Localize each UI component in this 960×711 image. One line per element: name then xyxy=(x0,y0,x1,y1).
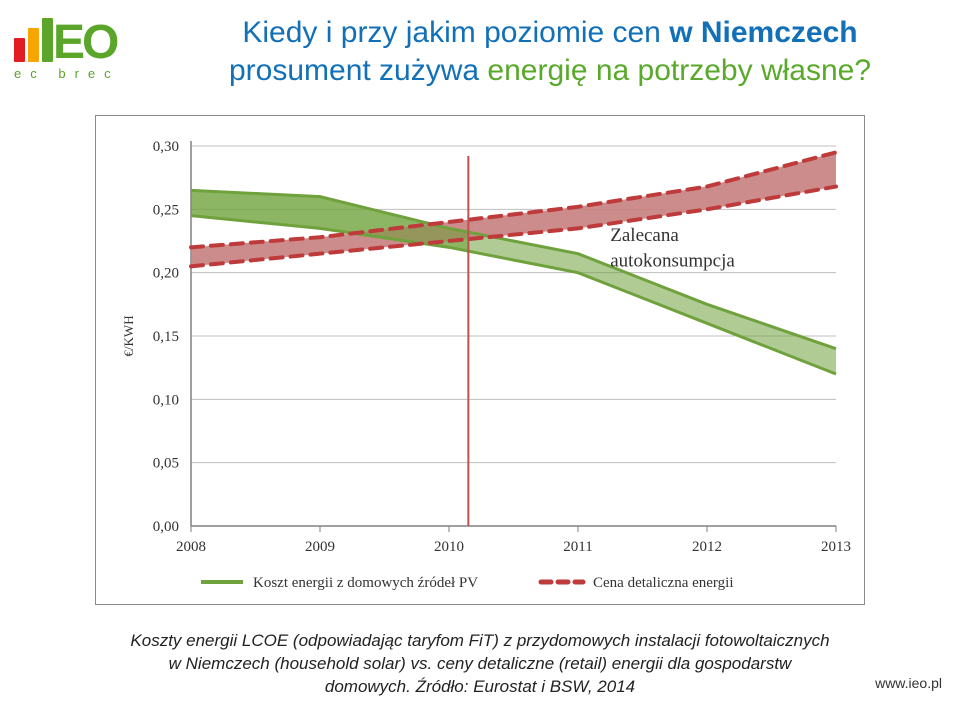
svg-text:€/KWH: €/KWH xyxy=(121,315,136,356)
chart-svg: 0,00 0,05 0,10 0,15 0,20 0,25 0,30 €/KWH 2008 200… xyxy=(96,116,866,606)
logo-top: EO xyxy=(14,18,120,62)
svg-text:Koszt energii z domowych źróde: Koszt energii z domowych źródeł PV xyxy=(253,575,478,591)
svg-text:0,00: 0,00 xyxy=(153,519,179,535)
title-l1b: w Niemczech xyxy=(669,16,857,49)
footer-line2: w Niemczech (household solar) vs. ceny d… xyxy=(40,653,920,676)
svg-text:2010: 2010 xyxy=(434,539,464,555)
svg-text:Cena detaliczna energii: Cena detaliczna energii xyxy=(593,575,734,591)
svg-text:2009: 2009 xyxy=(305,539,335,555)
svg-text:2011: 2011 xyxy=(563,539,592,555)
svg-text:2013: 2013 xyxy=(821,539,851,555)
svg-text:0,15: 0,15 xyxy=(153,329,179,345)
svg-text:0,30: 0,30 xyxy=(153,139,179,155)
chart-frame: 0,00 0,05 0,10 0,15 0,20 0,25 0,30 €/KWH 2008 200… xyxy=(95,115,865,605)
footer-caption: Koszty energii LCOE (odpowiadając taryfo… xyxy=(40,630,920,699)
title-l2b: energię na potrzeby własne? xyxy=(487,54,871,87)
logo-wordmark: EO xyxy=(53,24,116,62)
title-l1a: Kiedy i przy jakim poziomie cen xyxy=(242,16,669,49)
svg-text:2008: 2008 xyxy=(176,539,206,555)
svg-text:0,05: 0,05 xyxy=(153,456,179,472)
logo: EO ec brec xyxy=(14,18,120,81)
logo-bar-2 xyxy=(28,28,39,62)
logo-bars xyxy=(14,18,53,62)
svg-text:0,10: 0,10 xyxy=(153,392,179,408)
logo-bar-3 xyxy=(42,18,53,62)
svg-text:0,20: 0,20 xyxy=(153,266,179,282)
title-l2a: prosument zużywa xyxy=(229,54,487,87)
page-title: Kiedy i przy jakim poziomie cen w Niemcz… xyxy=(160,14,940,89)
footer-line1: Koszty energii LCOE (odpowiadając taryfo… xyxy=(40,630,920,653)
logo-bar-1 xyxy=(14,38,25,62)
svg-text:Zalecana: Zalecana xyxy=(610,225,679,246)
footer-line3: domowych. Źródło: Eurostat i BSW, 2014 xyxy=(40,676,920,699)
svg-text:2012: 2012 xyxy=(692,539,722,555)
svg-text:0,25: 0,25 xyxy=(153,202,179,218)
svg-text:autokonsumpcja: autokonsumpcja xyxy=(610,250,735,271)
site-url: www.ieo.pl xyxy=(875,675,942,691)
logo-subtext: ec brec xyxy=(14,66,120,81)
